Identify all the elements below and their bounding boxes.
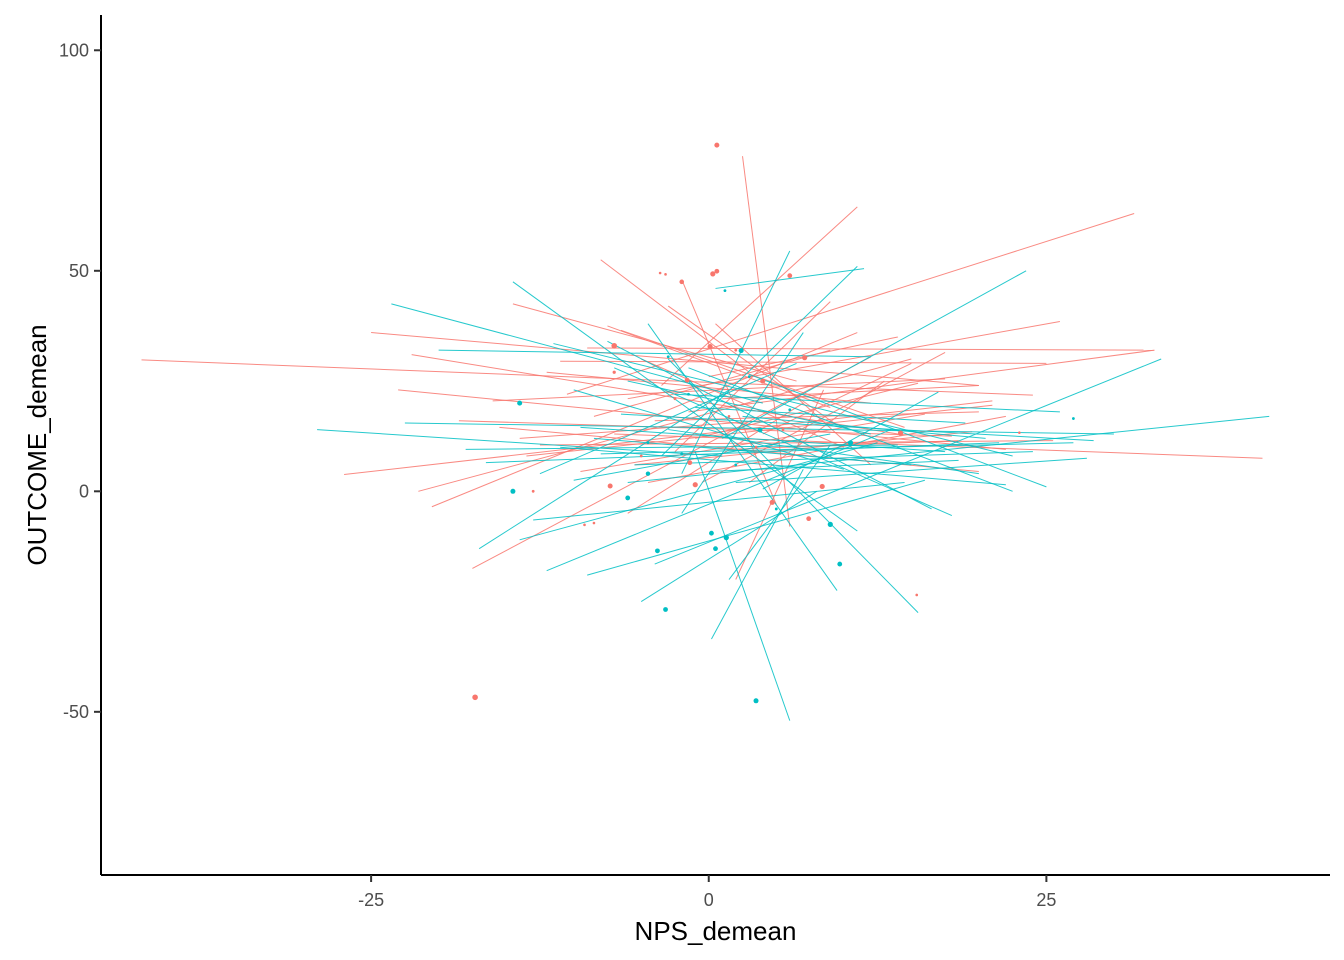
series-1-point-13 bbox=[625, 496, 630, 501]
series-1-point-1 bbox=[510, 489, 515, 494]
series-1-point-5 bbox=[848, 440, 853, 445]
series-0-point-26 bbox=[734, 349, 737, 352]
series-1-point-20 bbox=[775, 508, 778, 511]
series-0-point-2 bbox=[611, 343, 617, 349]
series-1-point-2 bbox=[754, 698, 759, 703]
series-1-trend-line-22 bbox=[668, 359, 918, 613]
series-1-point-16 bbox=[724, 289, 727, 292]
series-1-point-15 bbox=[1072, 417, 1075, 420]
series-0-trend-line-16 bbox=[601, 260, 750, 372]
series-1-trend-line-29 bbox=[716, 269, 865, 289]
series-0-point-4 bbox=[802, 355, 807, 360]
series-1-point-9 bbox=[713, 546, 718, 551]
series-0-point-29 bbox=[674, 397, 677, 400]
series-0-trend-line-23 bbox=[661, 207, 857, 386]
y-tick-label: 0 bbox=[79, 481, 89, 501]
series-1-point-14 bbox=[646, 471, 650, 475]
series-1-point-11 bbox=[663, 607, 668, 612]
series-1-point-24 bbox=[748, 375, 751, 378]
series-0-point-23 bbox=[664, 273, 667, 276]
series-1-point-17 bbox=[667, 355, 670, 358]
series-0-trend-line-33 bbox=[743, 156, 790, 526]
series-0-point-3 bbox=[707, 344, 712, 349]
y-tick-label: 50 bbox=[69, 261, 89, 281]
series-1-point-7 bbox=[837, 562, 842, 567]
series-0-point-14 bbox=[770, 500, 775, 505]
series-1-trend-line-12 bbox=[587, 480, 925, 575]
series-0-point-7 bbox=[613, 371, 616, 374]
series-0-point-5 bbox=[685, 378, 690, 383]
plot-marks bbox=[142, 143, 1270, 721]
series-1-trend-line-1 bbox=[391, 304, 762, 403]
series-1-trend-line-34 bbox=[749, 374, 1046, 486]
series-0-point-28 bbox=[755, 446, 758, 449]
series-0-point-18 bbox=[687, 460, 692, 465]
series-1-point-4 bbox=[758, 428, 763, 433]
series-0-point-20 bbox=[583, 524, 586, 527]
series-0-point-24 bbox=[915, 594, 918, 597]
series-0-point-15 bbox=[820, 484, 825, 489]
series-1-trend-line-26 bbox=[695, 452, 790, 721]
x-tick-label: -25 bbox=[358, 890, 384, 910]
x-axis-title: NPS_demean bbox=[635, 916, 797, 946]
series-1-point-3 bbox=[739, 348, 744, 353]
series-1-point-0 bbox=[517, 401, 522, 406]
series-0-point-30 bbox=[728, 415, 731, 418]
series-0-trend-line-10 bbox=[513, 304, 797, 381]
series-0-point-27 bbox=[640, 455, 643, 458]
x-tick-label: 25 bbox=[1036, 890, 1056, 910]
series-0-trend-line-2 bbox=[371, 333, 979, 386]
series-1-point-18 bbox=[647, 441, 650, 444]
series-1-trend-line-44 bbox=[628, 381, 871, 434]
series-0-point-11 bbox=[787, 273, 792, 278]
series-1-point-22 bbox=[788, 408, 791, 411]
series-1-point-12 bbox=[655, 548, 660, 553]
series-0-point-1 bbox=[472, 694, 478, 700]
series-0-point-31 bbox=[782, 428, 785, 431]
series-1-point-10 bbox=[709, 531, 714, 536]
series-0-point-8 bbox=[898, 430, 903, 435]
series-1-trend-line-32 bbox=[736, 458, 1087, 482]
series-0-point-13 bbox=[608, 484, 613, 489]
series-0-point-25 bbox=[1018, 431, 1021, 434]
x-tick-label: 0 bbox=[704, 890, 714, 910]
series-1-trend-line-28 bbox=[711, 469, 803, 639]
series-1-point-23 bbox=[680, 452, 683, 455]
y-axis-title: OUTCOME_demean bbox=[22, 324, 52, 565]
y-tick-label: -50 bbox=[63, 702, 89, 722]
series-1-point-19 bbox=[734, 463, 737, 466]
series-0-point-17 bbox=[693, 482, 698, 487]
series-0-point-21 bbox=[593, 522, 596, 525]
series-0-point-22 bbox=[659, 272, 662, 275]
series-0-point-12 bbox=[679, 280, 684, 285]
y-tick-label: 100 bbox=[59, 40, 89, 60]
series-1-point-8 bbox=[724, 535, 729, 540]
series-0-point-10 bbox=[714, 269, 719, 274]
series-0-point-6 bbox=[760, 378, 765, 383]
series-0-point-19 bbox=[532, 490, 535, 493]
series-1-point-6 bbox=[828, 522, 833, 527]
series-0-point-16 bbox=[806, 516, 811, 521]
ticks: -25 0 25 -50 0 50 100 bbox=[59, 40, 1056, 910]
series-1-point-21 bbox=[687, 393, 690, 396]
series-0-point-0 bbox=[714, 143, 719, 148]
